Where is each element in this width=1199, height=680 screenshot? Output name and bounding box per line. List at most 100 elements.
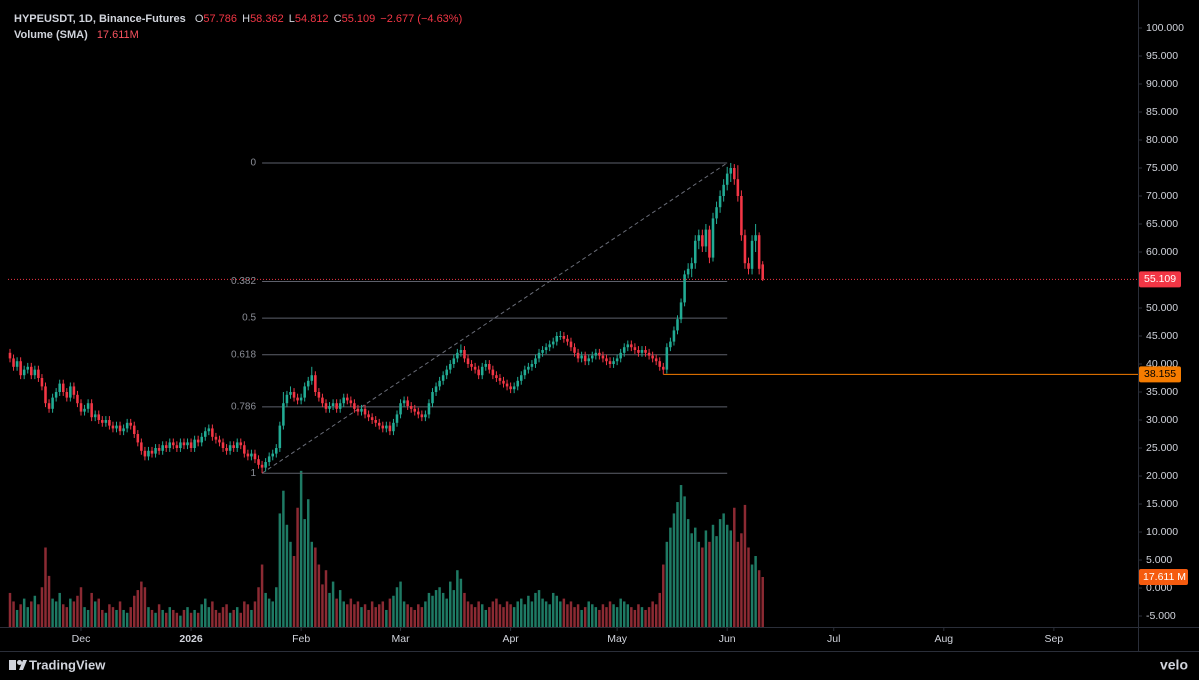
candle-body	[221, 442, 225, 449]
candle-body	[40, 378, 44, 387]
volume-bar	[79, 587, 83, 627]
candle-body	[409, 406, 413, 409]
candle-body	[708, 229, 711, 258]
candle-body	[662, 366, 665, 370]
candle-body	[299, 397, 303, 401]
ohlc-value: 58.362	[250, 13, 284, 25]
volume-bar	[512, 607, 516, 627]
y-tick-label: 50.000	[1146, 302, 1178, 314]
candle-body	[679, 302, 683, 320]
volume-tag: 17.611 M	[1143, 571, 1186, 583]
logo-text: TradingView	[29, 657, 106, 672]
volume-bar	[200, 604, 203, 627]
candle-body	[26, 366, 30, 370]
candle-body	[537, 352, 541, 359]
candle-body	[704, 229, 708, 247]
volume-bar	[342, 601, 345, 627]
candle-body	[630, 344, 633, 348]
candle-body	[331, 403, 335, 407]
candle-body	[250, 453, 253, 457]
candle-body	[750, 240, 754, 269]
volume-bar	[111, 607, 115, 627]
volume-bar	[701, 547, 704, 627]
volume-bar	[530, 601, 534, 627]
logo-icon	[9, 660, 16, 670]
candle-body	[129, 422, 132, 426]
volume-bar	[399, 581, 402, 627]
candle-body	[733, 168, 736, 180]
volume-bar	[47, 575, 51, 627]
candle-body	[505, 383, 509, 387]
volume-bar	[378, 604, 381, 627]
volume-bar	[573, 607, 576, 627]
y-tick-label: 10.000	[1146, 526, 1178, 538]
tradingview-logo: TradingView	[9, 657, 106, 672]
y-tick-label: 30.000	[1146, 414, 1178, 426]
volume-bar	[541, 598, 544, 627]
ohlc-value: 54.812	[295, 13, 329, 25]
candle-body	[225, 448, 228, 451]
fib-level-label: 0.618	[231, 349, 256, 360]
candle-body	[541, 350, 544, 353]
x-tick-label: Mar	[392, 633, 411, 645]
volume-bar	[207, 607, 211, 627]
volume-bar	[278, 513, 282, 627]
volume-bar	[115, 609, 118, 627]
volume-bar	[672, 513, 676, 627]
volume-bar	[520, 598, 523, 627]
volume-bar	[331, 581, 335, 627]
candle-body	[189, 442, 193, 449]
candle-body	[495, 375, 498, 379]
candle-body	[61, 383, 65, 393]
candle-body	[86, 403, 90, 409]
volume-bar	[679, 485, 683, 627]
volume-bar	[452, 590, 456, 627]
candle-body	[228, 445, 232, 451]
candle-body	[740, 196, 743, 236]
candle-body	[79, 403, 83, 412]
volume-bar	[129, 607, 132, 627]
volume-bar	[683, 496, 686, 627]
candle-body	[569, 341, 573, 348]
candle-body	[115, 425, 118, 429]
candle-body	[306, 380, 310, 387]
volume-bar	[154, 612, 157, 627]
volume-bar	[473, 607, 477, 627]
candle-body	[289, 392, 292, 395]
x-tick-label: Jul	[827, 633, 840, 645]
volume-bar	[654, 604, 658, 627]
volume-bar	[612, 604, 615, 627]
volume-bar	[594, 607, 598, 627]
candle-body	[601, 355, 605, 359]
candle-body	[591, 355, 594, 359]
candle-body	[683, 274, 686, 303]
volume-bar	[324, 570, 328, 627]
volume-bar	[44, 547, 47, 627]
candle-body	[544, 347, 548, 351]
volume-bar	[150, 609, 154, 627]
candle-body	[136, 434, 140, 443]
y-tick-label: 95.000	[1146, 50, 1178, 62]
candle-body	[715, 207, 718, 219]
x-tick-label: 2026	[179, 633, 203, 645]
volume-bar	[601, 604, 605, 627]
candle-body	[608, 361, 612, 365]
candle-body	[626, 344, 630, 348]
candle-body	[164, 445, 168, 449]
candle-body	[477, 369, 480, 376]
volume-bar	[417, 604, 420, 627]
volume-bar	[306, 499, 310, 627]
candle-body	[690, 263, 693, 269]
volume-bar	[615, 607, 619, 627]
candle-body	[218, 439, 221, 443]
candle-body	[275, 448, 278, 454]
volume-bar	[658, 592, 661, 627]
volume-bar	[346, 604, 349, 627]
candle-body	[377, 422, 381, 426]
candle-body	[466, 358, 470, 365]
volume-bar	[321, 584, 324, 627]
y-tick-label: 20.000	[1146, 470, 1178, 482]
volume-bar	[239, 612, 243, 627]
volume-bar	[708, 541, 711, 627]
